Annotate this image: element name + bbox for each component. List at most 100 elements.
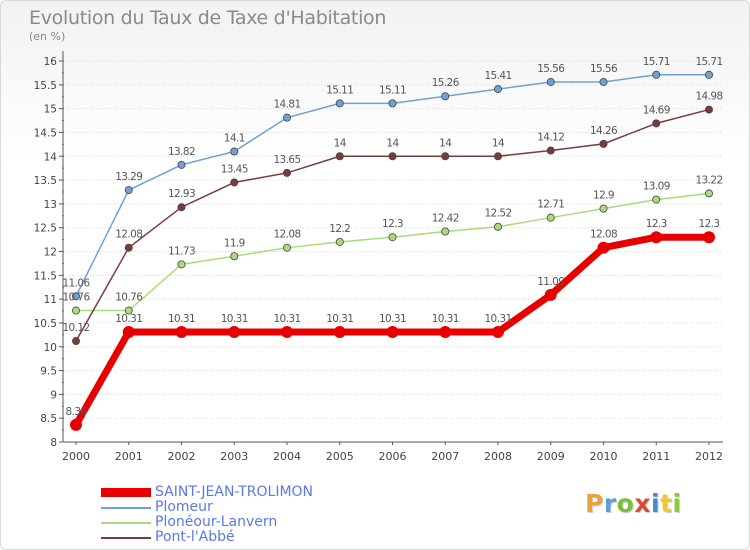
data-point bbox=[652, 195, 661, 204]
data-label: 15.71 bbox=[643, 56, 670, 68]
data-point bbox=[493, 222, 502, 231]
unit-label: (en %) bbox=[29, 30, 66, 43]
data-point bbox=[230, 147, 239, 156]
data-label: 14.12 bbox=[537, 132, 564, 144]
legend-label: Plonéour-Lanvern bbox=[155, 514, 278, 530]
data-point bbox=[493, 152, 502, 161]
data-label: 14 bbox=[334, 137, 347, 149]
data-label: 10.31 bbox=[379, 313, 406, 325]
data-label: 15.11 bbox=[326, 84, 353, 96]
data-point bbox=[705, 105, 714, 114]
data-label: 12.42 bbox=[432, 212, 459, 224]
logo-letter: P bbox=[585, 489, 604, 518]
y-tick-label: 16 bbox=[44, 56, 58, 68]
data-point bbox=[177, 203, 186, 212]
data-point bbox=[282, 243, 291, 252]
data-point bbox=[705, 70, 714, 79]
data-point bbox=[493, 85, 502, 94]
legend-label: Pont-l'Abbé bbox=[155, 529, 235, 545]
data-label: 15.71 bbox=[695, 56, 722, 68]
data-point bbox=[492, 325, 504, 338]
data-label: 10.12 bbox=[62, 322, 89, 334]
data-label: 11.06 bbox=[62, 277, 90, 289]
data-point bbox=[177, 160, 186, 169]
data-label: 14.98 bbox=[695, 91, 722, 103]
data-label: 10.31 bbox=[326, 313, 353, 325]
data-point bbox=[177, 260, 186, 269]
data-label: 14.26 bbox=[590, 125, 618, 137]
data-label: 12.3 bbox=[646, 218, 667, 230]
x-tick-label: 2012 bbox=[695, 450, 723, 463]
logo-letter: o bbox=[616, 489, 635, 518]
data-point bbox=[124, 306, 133, 315]
data-label: 12.08 bbox=[115, 229, 142, 241]
data-label: 13.29 bbox=[115, 171, 142, 183]
y-tick-label: 10.5 bbox=[34, 318, 57, 330]
data-label: 13.09 bbox=[643, 181, 670, 193]
data-point bbox=[124, 186, 133, 195]
data-label: 12.08 bbox=[590, 229, 617, 241]
data-label: 14.81 bbox=[273, 99, 300, 111]
logo-letter: i bbox=[651, 489, 661, 518]
y-tick-label: 9 bbox=[50, 389, 57, 401]
x-tick-label: 2005 bbox=[326, 450, 354, 463]
series-line bbox=[75, 74, 710, 298]
data-label: 10.31 bbox=[273, 313, 300, 325]
data-point bbox=[335, 152, 344, 161]
data-point bbox=[441, 227, 450, 236]
data-point bbox=[439, 325, 452, 338]
data-label: 10.76 bbox=[62, 292, 90, 304]
x-tick-label: 2000 bbox=[62, 450, 90, 463]
data-label: 8.36 bbox=[66, 406, 88, 418]
data-point bbox=[546, 146, 555, 155]
data-label: 10.31 bbox=[221, 313, 248, 325]
legend-label: Plomeur bbox=[155, 499, 213, 515]
data-point bbox=[441, 92, 450, 101]
data-point bbox=[72, 292, 81, 301]
chart-title: Evolution du Taux de Taxe d'Habitation bbox=[29, 7, 387, 29]
logo-letter: t bbox=[660, 489, 673, 518]
data-label: 13.65 bbox=[273, 154, 300, 166]
data-label: 14.69 bbox=[643, 104, 670, 116]
data-label: 12.71 bbox=[537, 199, 564, 211]
data-point bbox=[72, 337, 81, 346]
y-tick-label: 8 bbox=[50, 437, 57, 449]
x-tick-label: 2011 bbox=[642, 450, 670, 463]
data-point bbox=[650, 231, 663, 244]
data-label: 14 bbox=[492, 137, 505, 149]
x-tick-label: 2010 bbox=[590, 450, 618, 463]
data-point bbox=[335, 237, 344, 246]
data-label: 10.31 bbox=[115, 313, 142, 325]
y-tick-label: 8.5 bbox=[40, 413, 57, 425]
y-tick-label: 12.5 bbox=[34, 223, 57, 235]
data-label: 10.76 bbox=[115, 292, 143, 304]
data-point bbox=[388, 99, 397, 108]
y-tick-label: 14 bbox=[44, 151, 58, 163]
data-label: 11.09 bbox=[537, 276, 564, 288]
data-label: 11.73 bbox=[168, 245, 195, 257]
data-label: 13.22 bbox=[695, 174, 722, 186]
data-point bbox=[70, 418, 82, 431]
data-point bbox=[282, 168, 291, 177]
logo-letter: r bbox=[603, 489, 617, 518]
data-label: 10.31 bbox=[432, 313, 459, 325]
x-tick-label: 2003 bbox=[220, 450, 248, 463]
legend-swatch bbox=[101, 537, 151, 539]
data-point bbox=[652, 70, 661, 79]
data-point bbox=[122, 325, 135, 338]
data-point bbox=[228, 325, 241, 338]
data-label: 15.56 bbox=[537, 63, 565, 75]
data-label: 12.93 bbox=[168, 188, 195, 200]
y-tick-label: 12 bbox=[44, 247, 57, 259]
data-label: 12.3 bbox=[699, 218, 720, 230]
data-label: 10.31 bbox=[168, 313, 195, 325]
data-point bbox=[441, 152, 450, 161]
y-tick-label: 13.5 bbox=[34, 175, 57, 187]
x-tick-label: 2008 bbox=[484, 450, 512, 463]
data-label: 11.9 bbox=[224, 237, 245, 249]
logo-letter: i bbox=[672, 489, 682, 518]
data-label: 15.56 bbox=[590, 63, 618, 75]
data-point bbox=[652, 119, 661, 128]
y-tick-label: 9.5 bbox=[40, 366, 57, 378]
